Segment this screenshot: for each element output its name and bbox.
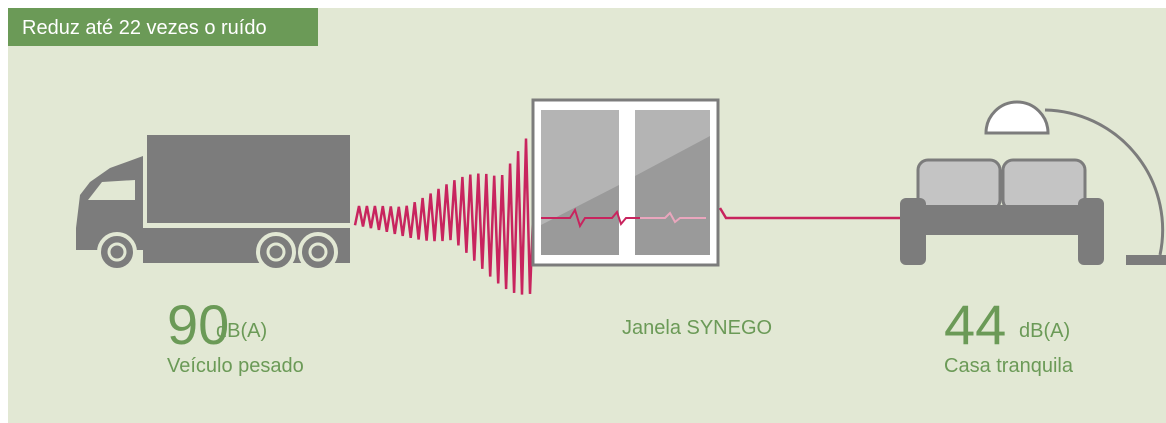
destination-label: Casa tranquila: [944, 355, 1074, 377]
source-label: Veículo pesado: [167, 355, 304, 377]
title: Reduz até 22 vezes o ruído: [22, 17, 267, 39]
damped-wave: [541, 207, 640, 229]
lamp-arm: [1044, 108, 1165, 256]
window-shade: [541, 136, 710, 255]
wheel-hubs: [107, 242, 328, 262]
destination-unit: dB(A): [1019, 320, 1070, 342]
faint-wave: [640, 211, 706, 224]
sofa: [900, 158, 1104, 265]
quiet-line: [718, 207, 900, 220]
source-level: 90: [167, 293, 229, 356]
source-unit: dB(A): [216, 320, 267, 342]
destination-level: 44: [944, 293, 1006, 356]
lamp-shade: [984, 100, 1050, 135]
noise-wave: [353, 138, 535, 295]
barrier-label: Janela SYNEGO: [622, 317, 772, 339]
title-box: [8, 8, 318, 46]
lamp-base: [1126, 255, 1166, 265]
truck-wheels: [97, 232, 338, 272]
